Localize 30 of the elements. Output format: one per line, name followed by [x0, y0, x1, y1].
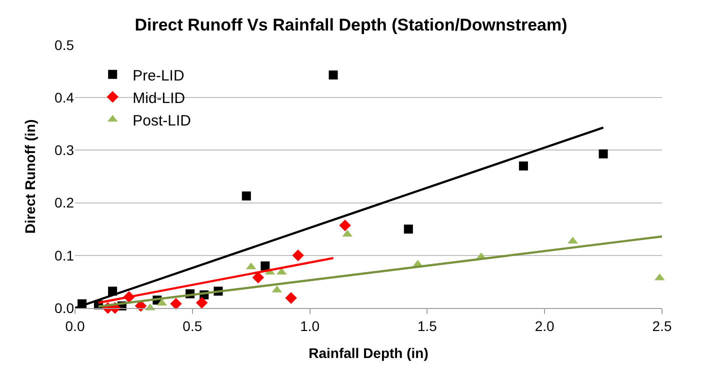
- y-axis-title: Direct Runoff (in): [22, 119, 38, 234]
- x-axis-title: Rainfall Depth (in): [308, 345, 428, 362]
- legend-label: Mid-LID: [132, 90, 186, 107]
- x-tick-label: 2.5: [652, 318, 672, 334]
- point: [598, 149, 608, 158]
- y-tick-label: 0.4: [54, 90, 74, 106]
- y-tick-label: 0.0: [54, 300, 74, 316]
- x-tick-label: 1.5: [417, 318, 438, 334]
- x-tick-label: 2.0: [534, 318, 555, 334]
- point: [242, 191, 251, 200]
- point: [252, 272, 264, 284]
- legend-label: Pre-LID: [132, 67, 184, 84]
- y-tick-label: 0.2: [54, 194, 74, 211]
- legend-label: Post-LID: [132, 112, 192, 130]
- point: [328, 70, 338, 80]
- x-tick-label: 0.0: [65, 318, 85, 334]
- chart-title: Direct Runoff Vs Rainfall Depth (Station/Downstream): [134, 15, 568, 34]
- y-tick-label: 0.3: [54, 142, 74, 158]
- point: [339, 220, 351, 232]
- x-tick-label: 0.5: [182, 318, 202, 334]
- point: [285, 292, 297, 304]
- y-tick-label: 0.1: [54, 247, 74, 264]
- y-tick-label: 0.5: [54, 36, 74, 53]
- point: [170, 298, 182, 310]
- x-tick-label: 1.0: [300, 318, 320, 334]
- point: [518, 161, 528, 170]
- point: [196, 296, 208, 309]
- point: [292, 250, 304, 262]
- point: [404, 224, 413, 234]
- point: [260, 261, 270, 270]
